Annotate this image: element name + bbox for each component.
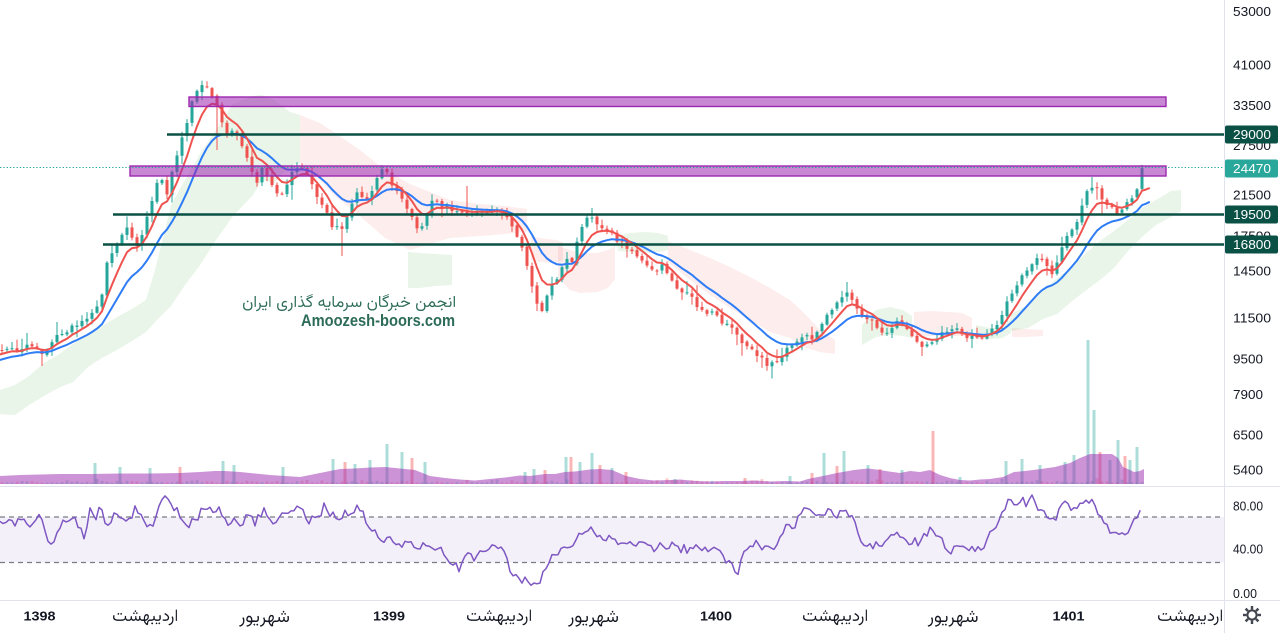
svg-text:1398: 1398 xyxy=(24,610,56,624)
svg-text:29000: 29000 xyxy=(1233,127,1271,142)
svg-text:41000: 41000 xyxy=(1233,58,1271,73)
svg-text:53000: 53000 xyxy=(1233,4,1271,19)
svg-text:16800: 16800 xyxy=(1233,237,1271,252)
svg-text:5400: 5400 xyxy=(1233,463,1263,478)
svg-text:Amoozesh-boors.com: Amoozesh-boors.com xyxy=(301,311,455,330)
svg-text:6500: 6500 xyxy=(1233,428,1263,443)
svg-text:1399: 1399 xyxy=(373,610,405,624)
svg-text:7900: 7900 xyxy=(1233,387,1263,402)
svg-text:9500: 9500 xyxy=(1233,352,1263,367)
svg-text:1400: 1400 xyxy=(700,610,732,624)
svg-text:80.00: 80.00 xyxy=(1233,499,1263,514)
svg-text:11500: 11500 xyxy=(1233,311,1271,326)
svg-text:21500: 21500 xyxy=(1233,188,1271,203)
svg-text:19500: 19500 xyxy=(1233,207,1271,222)
svg-text:33500: 33500 xyxy=(1233,98,1271,113)
svg-text:0.00: 0.00 xyxy=(1233,586,1257,601)
svg-text:14500: 14500 xyxy=(1233,264,1271,279)
svg-text:24470: 24470 xyxy=(1233,161,1271,176)
svg-text:40.00: 40.00 xyxy=(1233,542,1263,557)
svg-text:1401: 1401 xyxy=(1053,610,1085,624)
